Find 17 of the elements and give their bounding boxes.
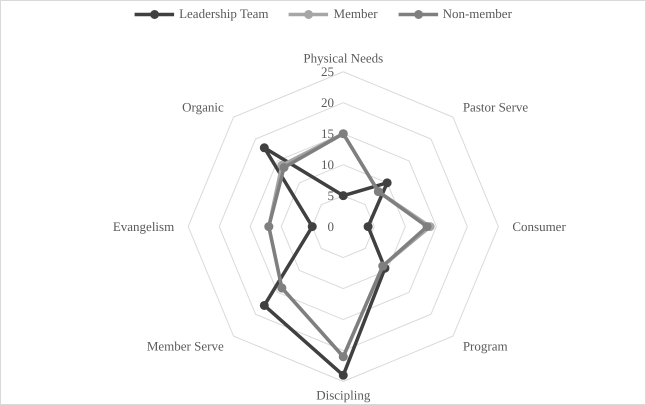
y-tick-label: 15	[320, 126, 334, 142]
spoke-label: Organic	[182, 100, 224, 115]
y-tick-label: 5	[327, 188, 334, 204]
spoke-label: Consumer	[512, 219, 566, 234]
spoke-label: Physical Needs	[303, 50, 384, 66]
spoke-label: Pastor Serve	[462, 100, 528, 115]
legend-label: Member	[334, 6, 378, 22]
y-tick-label: 20	[320, 95, 334, 110]
spoke-label: Program	[462, 338, 508, 354]
legend-label: Non-member	[442, 6, 512, 22]
y-tick-label: 25	[320, 64, 334, 80]
spoke-label: Evangelism	[112, 219, 174, 234]
spoke-label: Member Serve	[146, 338, 224, 354]
y-tick-label: 0	[327, 219, 334, 234]
y-tick-label: 10	[320, 157, 334, 172]
legend-label: Leadership Team	[179, 6, 269, 22]
spoke-label: Discipling	[316, 388, 371, 403]
